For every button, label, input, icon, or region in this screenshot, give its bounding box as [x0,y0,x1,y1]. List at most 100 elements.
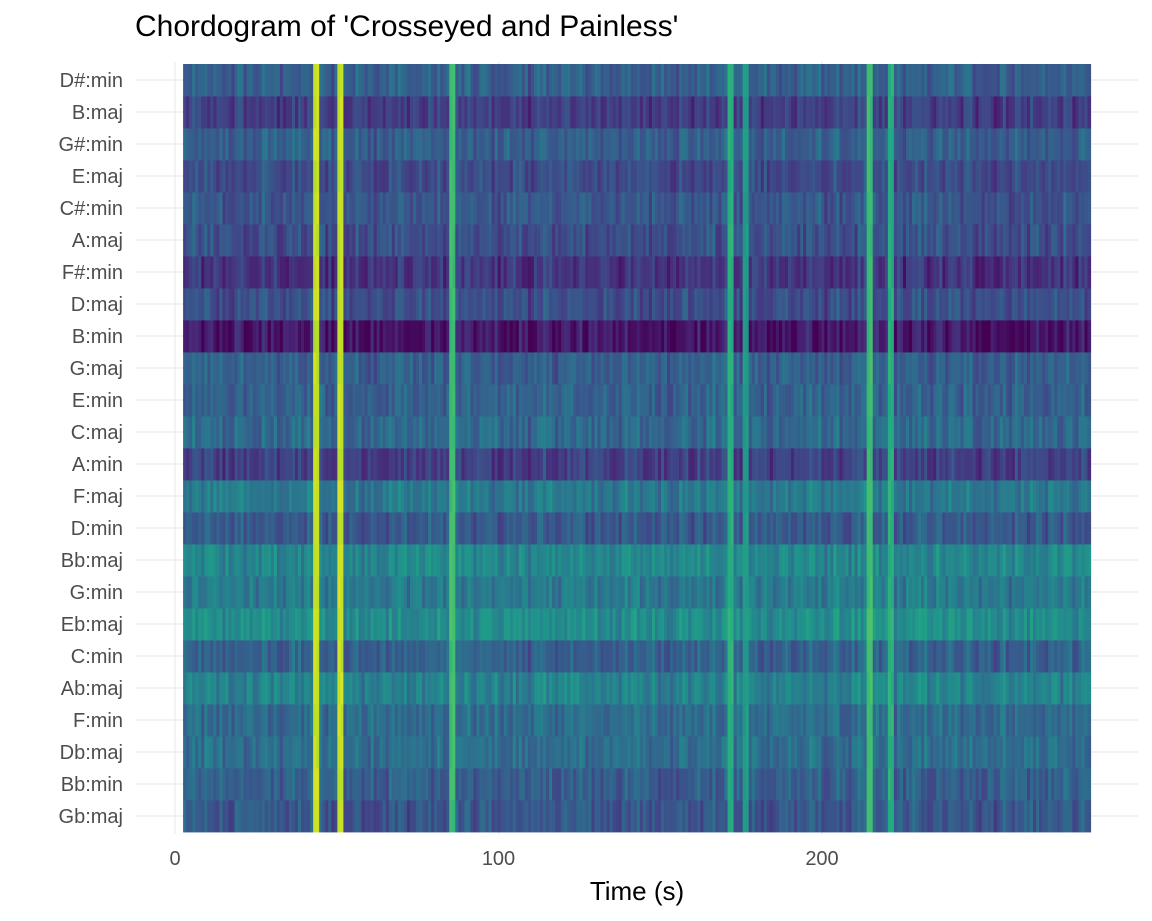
heatmap-cell [785,384,789,417]
heatmap-cell [536,736,541,769]
heatmap-cell [282,640,287,673]
heatmap-cell [1042,640,1046,673]
heatmap-cell [319,448,323,481]
heatmap-cell [461,512,465,545]
heatmap-cell [694,672,698,705]
heatmap-cell [192,768,196,801]
heatmap-cell [809,384,813,417]
heatmap-cell [1057,512,1061,545]
heatmap-cell [1030,768,1034,801]
heatmap-cell [261,608,266,641]
heatmap-cell [899,416,904,449]
heatmap-cell [189,768,193,801]
heatmap-cell [609,416,614,449]
heatmap-cell [219,736,223,769]
heatmap-cell [960,640,965,673]
heatmap-cell [328,768,332,801]
heatmap-cell [760,512,765,545]
heatmap-cell [219,608,223,641]
heatmap-cell [337,320,341,353]
heatmap-cell [733,704,738,737]
heatmap-cell [1026,672,1031,705]
heatmap-cell [461,672,465,705]
heatmap-cell [291,320,296,353]
heatmap-cell [1042,800,1046,833]
heatmap-cell [313,736,317,769]
heatmap-cell [890,544,895,577]
heatmap-cell [851,704,856,737]
heatmap-cell [367,448,372,481]
heatmap-cell [1045,800,1049,833]
heatmap-cell [718,800,723,833]
heatmap-cell [561,576,565,609]
heatmap-cell [530,448,535,481]
heatmap-cell [255,320,260,353]
heatmap-cell [298,288,302,321]
heatmap-cell [564,736,568,769]
heatmap-cell [603,448,608,481]
heatmap-cell [1036,320,1040,353]
heatmap-cell [715,352,720,385]
heatmap-cell [358,704,363,737]
heatmap-cell [948,416,952,449]
heatmap-cell [736,768,741,801]
heatmap-cell [461,352,465,385]
heatmap-cell [785,448,789,481]
heatmap-cell [1054,736,1058,769]
heatmap-cell [754,448,759,481]
heatmap-cell [555,672,559,705]
heatmap-cell [924,768,928,801]
heatmap-cell [246,736,251,769]
heatmap-cell [527,736,532,769]
heatmap-cell [1057,576,1061,609]
heatmap-cell [189,416,193,449]
heatmap-cell [1048,416,1052,449]
heatmap-cell [285,320,290,353]
heatmap-cell [733,384,738,417]
heatmap-cell [446,544,450,577]
heatmap-cell [676,320,680,353]
heatmap-cell [473,352,478,385]
heatmap-cell [228,384,233,417]
heatmap-cell [216,768,220,801]
heatmap-cell [778,544,783,577]
heatmap-cell [267,736,272,769]
heatmap-cell [688,448,692,481]
heatmap-cell [186,576,190,609]
heatmap-cell [470,352,475,385]
heatmap-cell [854,736,859,769]
heatmap-cell [361,576,366,609]
heatmap-cell [1008,320,1013,353]
heatmap-cell [543,640,547,673]
heatmap-cell [824,352,828,385]
heatmap-cell [261,320,266,353]
heatmap-cell [927,768,931,801]
heatmap-cell [1057,480,1061,513]
heatmap-cell [975,608,980,641]
heatmap-cell [207,704,211,737]
heatmap-cell [382,544,387,577]
heatmap-cell [434,384,438,417]
heatmap-cell [249,800,254,833]
heatmap-cell [778,416,783,449]
heatmap-cell [304,480,308,513]
heatmap-cell [1069,352,1073,385]
heatmap-cell [667,576,671,609]
heatmap-cell [388,768,393,801]
heatmap-cell [939,544,943,577]
heatmap-cell [355,672,360,705]
heatmap-cell [310,800,314,833]
heatmap-cell [394,736,399,769]
heatmap-cell [1057,800,1061,833]
heatmap-cell [521,608,526,641]
heatmap-cell [352,544,357,577]
heatmap-cell [506,800,511,833]
heatmap-cell [558,640,562,673]
heatmap-cell [821,352,825,385]
heatmap-cell [322,576,326,609]
heatmap-cell [733,448,738,481]
heatmap-cell [204,800,208,833]
heatmap-cell [630,672,635,705]
heatmap-cell [775,704,780,737]
heatmap-cell [948,672,952,705]
